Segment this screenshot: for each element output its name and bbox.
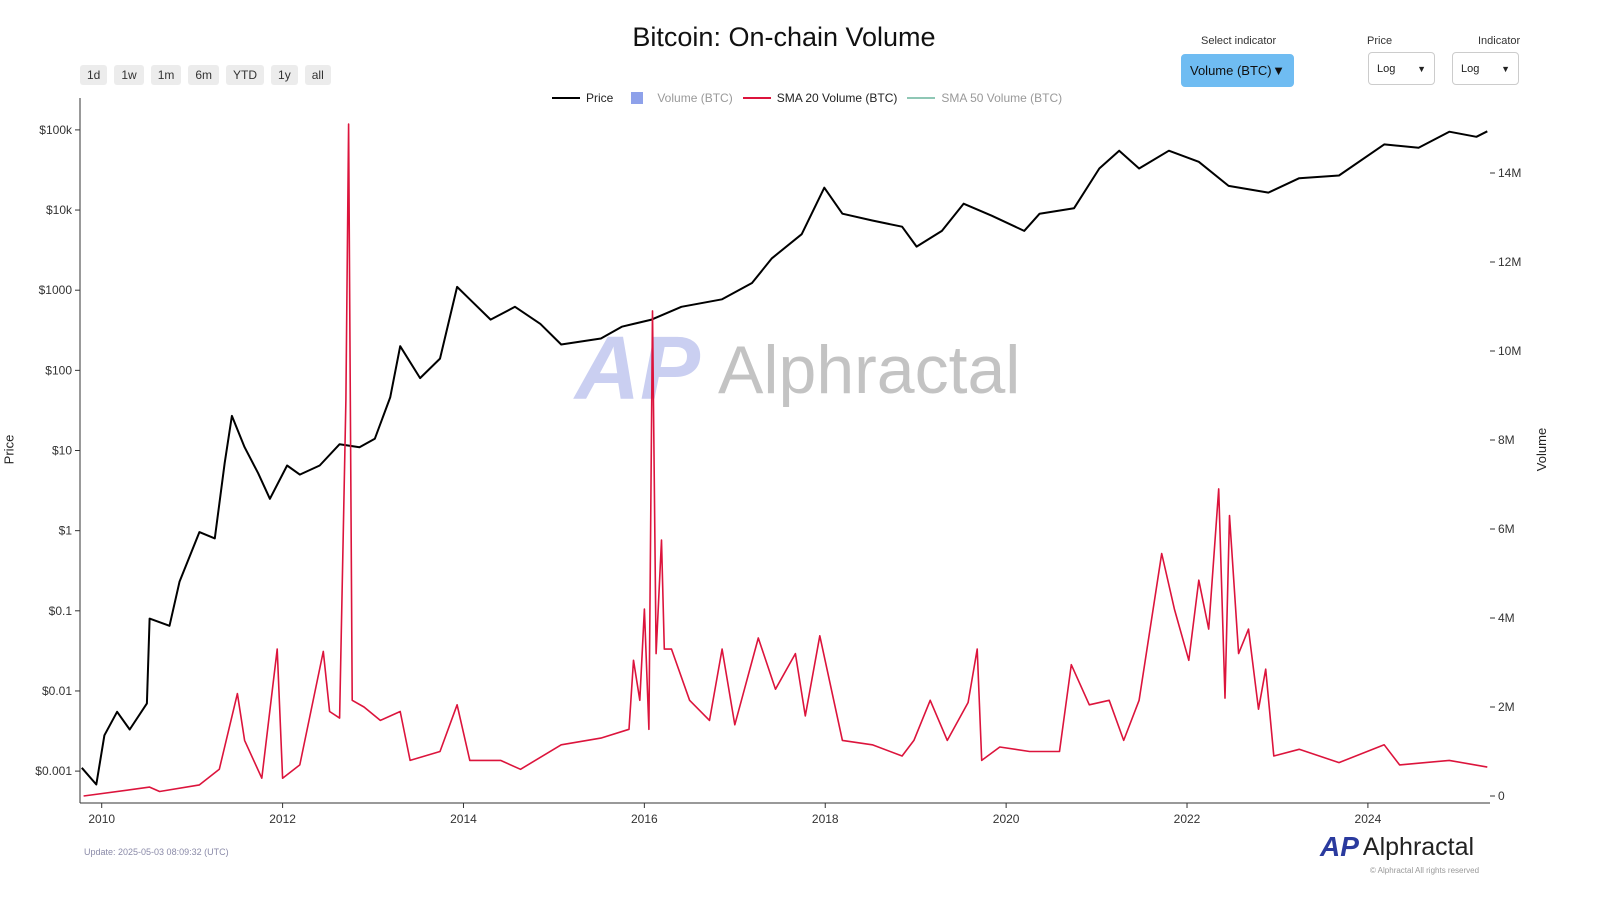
- indicator-scale-value: Log: [1461, 62, 1480, 75]
- sma20-volume-line: [83, 123, 1488, 797]
- copyright: © Alphractal All rights reserved: [1370, 866, 1480, 875]
- legend-label: Price: [586, 91, 614, 105]
- chart-title: Bitcoin: On-chain Volume: [632, 22, 936, 52]
- line-swatch-icon: [552, 97, 580, 99]
- y-tick-label: $0.001: [35, 764, 72, 778]
- indicator-select-value: Volume (BTC): [1190, 63, 1272, 78]
- y-tick-label: $1: [59, 524, 73, 538]
- update-timestamp: Update: 2025-05-03 08:09:32 (UTC): [84, 847, 229, 857]
- y-tick-label: $100k: [39, 123, 73, 137]
- price-scale-label: Price: [1367, 35, 1393, 47]
- y-tick-label: $10: [52, 444, 72, 458]
- chart-legend: Price Volume (BTC) SMA 20 Volume (BTC) S…: [552, 91, 1062, 105]
- square-swatch-icon: [631, 92, 644, 104]
- y2-tick-label: 10M: [1498, 344, 1521, 358]
- range-selector: 1d 1w 1m 6m YTD 1y all: [80, 65, 331, 85]
- y-tick-label: $100: [45, 363, 72, 377]
- x-tick-label: 2012: [269, 812, 296, 826]
- x-tick-label: 2014: [450, 812, 477, 826]
- legend-item-price[interactable]: Price: [552, 91, 613, 105]
- y2-tick-label: 6M: [1498, 522, 1515, 536]
- price-line: [81, 130, 1488, 786]
- brand-logo: AP Alphractal: [1320, 831, 1474, 863]
- x-tick-label: 2016: [631, 812, 658, 826]
- y2-tick-label: 0: [1498, 789, 1505, 803]
- indicator-select[interactable]: Volume (BTC) ▼: [1181, 54, 1294, 87]
- logo-text: Alphractal: [1362, 833, 1475, 861]
- range-ytd-button[interactable]: YTD: [226, 65, 265, 85]
- y-tick-label: $0.1: [49, 604, 73, 618]
- indicator-scale-select[interactable]: Log ▼: [1452, 52, 1519, 85]
- indicator-scale-label: Indicator: [1478, 35, 1521, 47]
- legend-item-sma20[interactable]: SMA 20 Volume (BTC): [742, 91, 898, 105]
- legend-label: SMA 50 Volume (BTC): [941, 91, 1063, 105]
- logo-mark-icon: AP: [1320, 831, 1359, 862]
- price-scale-value: Log: [1377, 62, 1396, 75]
- x-tick-label: 2024: [1355, 812, 1382, 826]
- range-6m-button[interactable]: 6m: [188, 65, 220, 85]
- dropdown-arrow-icon: ▼: [1501, 63, 1510, 74]
- price-scale-select[interactable]: Log ▼: [1368, 52, 1435, 85]
- y2-tick-label: 2M: [1498, 700, 1515, 714]
- line-swatch-icon: [907, 97, 936, 99]
- legend-item-sma50[interactable]: SMA 50 Volume (BTC): [907, 91, 1062, 105]
- range-1d-button[interactable]: 1d: [80, 65, 108, 85]
- legend-label: SMA 20 Volume (BTC): [776, 91, 898, 105]
- y2-tick-label: 4M: [1498, 611, 1515, 625]
- y2-axis-title: Volume: [1534, 427, 1550, 472]
- range-1y-button[interactable]: 1y: [271, 65, 298, 85]
- legend-item-volume[interactable]: Volume (BTC): [631, 91, 733, 105]
- range-1w-button[interactable]: 1w: [114, 65, 144, 85]
- x-tick-label: 2022: [1174, 812, 1201, 826]
- indicator-select-label: Select indicator: [1201, 35, 1277, 47]
- x-tick-label: 2018: [812, 812, 839, 826]
- y2-tick-label: 8M: [1498, 433, 1515, 447]
- x-tick-label: 2020: [993, 812, 1020, 826]
- y2-tick-label: 12M: [1498, 255, 1521, 269]
- dropdown-arrow-icon: ▼: [1417, 63, 1426, 74]
- range-all-button[interactable]: all: [304, 65, 331, 85]
- line-swatch-icon: [742, 97, 771, 99]
- range-1m-button[interactable]: 1m: [150, 65, 182, 85]
- y-tick-label: $1000: [39, 283, 73, 297]
- y-axis-title: Price: [1, 434, 17, 465]
- y-tick-label: $0.01: [42, 684, 72, 698]
- y-tick-label: $10k: [46, 203, 73, 217]
- y2-tick-label: 14M: [1498, 166, 1521, 180]
- legend-label: Volume (BTC): [657, 91, 733, 105]
- dropdown-arrow-icon: ▼: [1272, 63, 1285, 78]
- x-tick-label: 2010: [88, 812, 115, 826]
